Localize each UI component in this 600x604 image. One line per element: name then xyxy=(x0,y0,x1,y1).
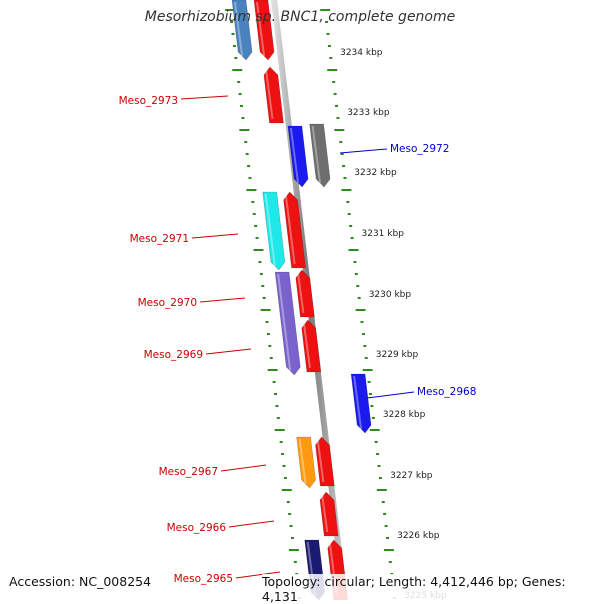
gene-feature xyxy=(231,0,253,61)
gene-label-leader xyxy=(228,520,275,528)
gene-feature-highlight xyxy=(256,1,266,57)
scale-label: 3234 kbp xyxy=(340,48,383,58)
gene-feature xyxy=(253,0,275,61)
gene-label: Meso_2969 xyxy=(144,349,203,361)
gene-feature-meso-2967-b xyxy=(315,436,335,487)
scale-label: 3230 kbp xyxy=(369,290,412,300)
gene-label-leader xyxy=(199,297,246,303)
map-title: Mesorhizobium sp. BNC1, complete genome xyxy=(144,9,456,25)
gene-feature-meso-2970-highlight xyxy=(277,273,292,372)
gene-feature-meso-2972-b-highlight xyxy=(311,125,322,184)
gene-feature-meso-2970-b xyxy=(295,269,315,318)
gene-feature-meso-2970 xyxy=(274,271,301,376)
gene-label-leader xyxy=(205,348,252,355)
gene-feature-meso-2971-b xyxy=(283,191,306,269)
gene-label-leader xyxy=(235,571,281,579)
scale-label: 3228 kbp xyxy=(383,410,426,420)
gene-feature-meso-2967-highlight xyxy=(298,438,307,485)
gene-features xyxy=(231,0,372,600)
gene-label: Meso_2968 xyxy=(417,386,476,398)
gene-label-leader xyxy=(339,148,388,154)
gene-label: Meso_2973 xyxy=(119,95,178,107)
scale-label: 3226 kbp xyxy=(397,531,440,541)
scale-label: 3232 kbp xyxy=(354,168,397,178)
coordinate-ticks xyxy=(225,9,397,599)
gene-label: Meso_2970 xyxy=(138,297,197,309)
gene-feature-meso-2970-b-highlight xyxy=(296,271,305,314)
accession-text: Accession: NC_008254 xyxy=(9,574,154,589)
gene-feature-meso-2966-highlight xyxy=(321,493,329,533)
gene-label-leader xyxy=(180,95,229,100)
gene-feature-meso-2968-highlight xyxy=(353,375,363,430)
gene-feature-meso-2967-b-highlight xyxy=(316,438,325,483)
scale-labels: 3234 kbp 3233 kbp 3232 kbp 3231 kbp 3230 kbp… xyxy=(340,48,447,600)
genome-summary-text: Topology: circular; Length: 4,412,446 bp… xyxy=(262,574,600,604)
gene-label: Meso_2967 xyxy=(159,466,218,478)
gene-label: Meso_2966 xyxy=(167,522,227,534)
gene-feature-meso-2968 xyxy=(350,373,372,434)
gene-feature-meso-2971 xyxy=(262,191,286,271)
gene-label-leader xyxy=(366,391,415,399)
gene-labels: Meso_2973 Meso_2972 Meso_2971 Meso_2970 Meso… xyxy=(119,95,477,585)
scale-label: 3229 kbp xyxy=(376,350,419,360)
gene-feature-meso-2973-highlight xyxy=(264,68,274,120)
gene-feature-meso-2971-b-highlight xyxy=(284,193,296,265)
gene-feature-highlight xyxy=(234,1,244,57)
gene-feature-meso-2972-highlight xyxy=(289,127,300,184)
gene-label-leader xyxy=(220,464,267,472)
gene-feature-meso-2966 xyxy=(319,491,339,537)
gene-label: Meso_2965 xyxy=(174,573,233,585)
gene-feature-meso-2969-highlight xyxy=(302,321,311,369)
gene-label-leader xyxy=(191,233,239,239)
gene-feature-meso-2973 xyxy=(263,66,284,124)
gene-feature-meso-2967 xyxy=(296,436,316,489)
scale-label: 3231 kbp xyxy=(362,229,405,239)
gene-label: Meso_2971 xyxy=(130,233,189,245)
gene-feature-meso-2971-highlight xyxy=(264,193,276,267)
gene-feature-meso-2972 xyxy=(287,125,309,188)
gene-feature-meso-2972-b xyxy=(309,123,331,188)
gene-label: Meso_2972 xyxy=(390,143,449,155)
scale-label: 3233 kbp xyxy=(347,108,390,118)
gene-feature-meso-2969 xyxy=(301,319,322,373)
scale-label: 3227 kbp xyxy=(390,471,433,481)
